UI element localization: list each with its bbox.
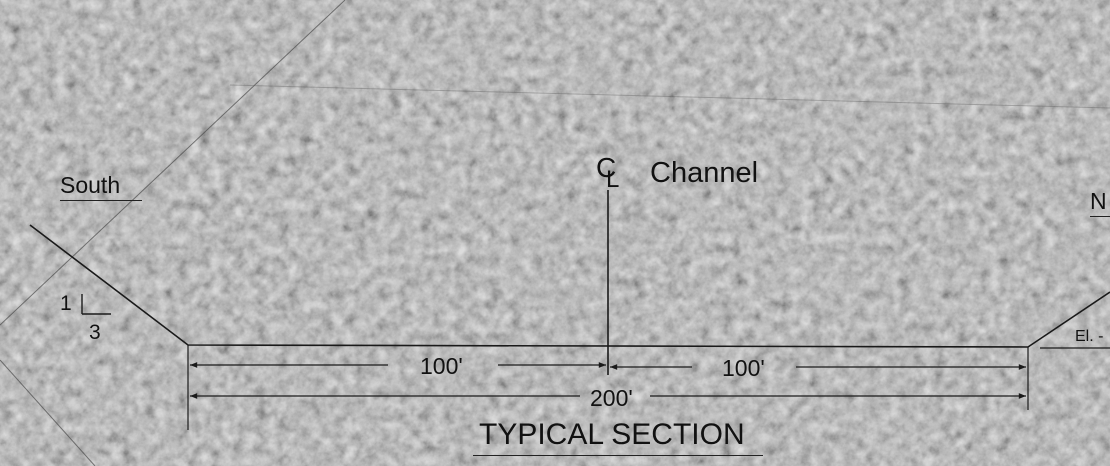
- dimension-total-label: 200': [590, 385, 633, 411]
- centerline-symbol-l: L: [606, 166, 620, 193]
- channel-label: Channel: [650, 157, 759, 189]
- slope-rise-label: 1: [60, 292, 72, 315]
- dimension-left-label: 100': [420, 353, 463, 379]
- south-bank-label: South: [60, 172, 143, 201]
- elevation-label: El. -: [1075, 328, 1104, 345]
- slope-run-label: 3: [89, 321, 101, 344]
- parcel-line: [0, 0, 346, 326]
- centerline-symbol-c: C: [596, 152, 617, 183]
- parcel-line: [229, 84, 1110, 109]
- dimension-right-label: 100': [722, 355, 765, 381]
- section-title: TYPICAL SECTION: [473, 418, 763, 456]
- parcel-line: [0, 359, 96, 466]
- north-bank-label: N: [1090, 188, 1110, 217]
